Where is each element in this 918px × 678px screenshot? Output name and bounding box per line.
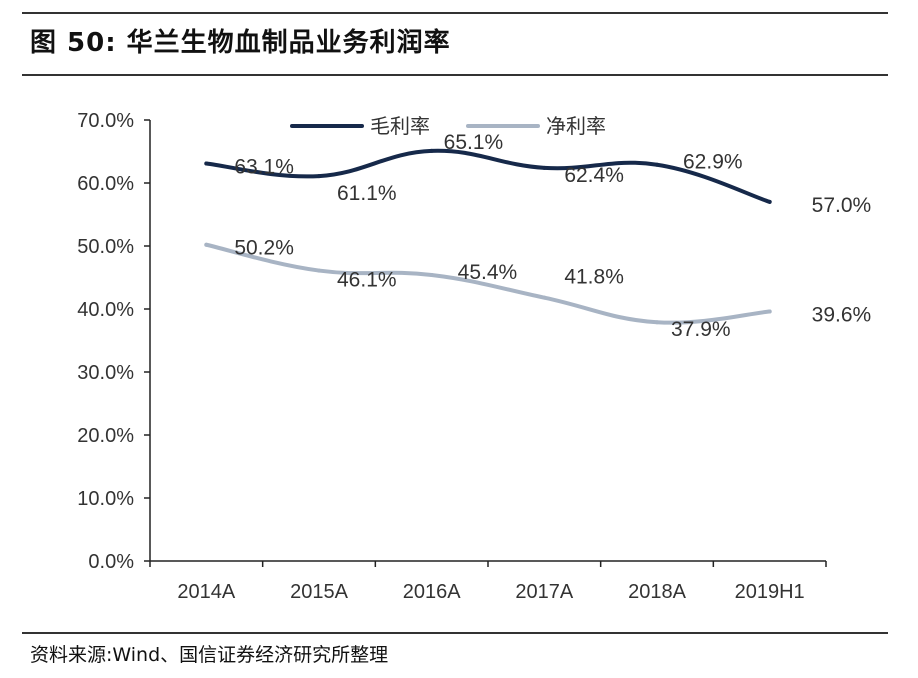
y-tick-label: 30.0% xyxy=(77,362,134,384)
net-margin-point xyxy=(429,272,434,277)
net-margin-point xyxy=(542,295,547,300)
y-tick-label: 60.0% xyxy=(77,173,134,195)
top-rule xyxy=(22,12,888,14)
gross-margin-point xyxy=(542,165,547,170)
x-tick-label: 2017A xyxy=(515,581,573,603)
gross-margin-data-label: 57.0% xyxy=(812,194,872,217)
source-note: 资料来源:Wind、国信证券经济研究所整理 xyxy=(30,644,389,666)
net-margin-point xyxy=(655,320,659,325)
gross-margin-point xyxy=(767,199,772,204)
gross-margin-point xyxy=(317,174,321,179)
net-margin-data-label: 41.8% xyxy=(564,266,624,289)
x-tick-label: 2015A xyxy=(290,581,348,603)
net-margin-point xyxy=(767,309,772,314)
net-margin-data-label: 37.9% xyxy=(671,318,731,341)
gross-margin-data-label: 62.9% xyxy=(683,151,743,174)
footer-rule xyxy=(22,632,888,634)
x-tick-label: 2018A xyxy=(628,581,686,603)
y-tick-label: 40.0% xyxy=(77,299,134,321)
net-margin-data-label: 50.2% xyxy=(234,237,294,260)
net-margin-line xyxy=(204,242,772,325)
gross-margin-point xyxy=(655,162,659,167)
x-tick-label: 2014A xyxy=(177,581,235,603)
y-tick-label: 10.0% xyxy=(77,488,134,510)
x-tick-label: 2019H1 xyxy=(735,581,805,603)
figure-title: 图 50: 华兰生物血制品业务利润率 xyxy=(30,28,451,58)
y-tick-label: 20.0% xyxy=(77,425,134,447)
gross-margin-point xyxy=(204,161,209,166)
y-tick-label: 70.0% xyxy=(77,110,134,132)
title-rule xyxy=(22,74,888,76)
gross-margin-legend-label: 毛利率 xyxy=(370,115,430,138)
gross-margin-data-label: 62.4% xyxy=(564,164,624,187)
net-margin-data-label: 45.4% xyxy=(458,261,518,284)
net-margin-point xyxy=(204,242,209,247)
gross-margin-point xyxy=(429,148,434,153)
gross-margin-line xyxy=(204,148,772,204)
net-margin-legend-label: 净利率 xyxy=(546,115,606,138)
net-margin-data-label: 46.1% xyxy=(337,269,397,292)
gross-margin-data-label: 65.1% xyxy=(444,131,504,154)
y-tick-label: 0.0% xyxy=(88,551,134,573)
net-margin-data-label: 39.6% xyxy=(812,304,872,327)
x-tick-label: 2016A xyxy=(403,581,461,603)
y-tick-label: 50.0% xyxy=(77,236,134,258)
gross-margin-data-label: 61.1% xyxy=(337,182,397,205)
net-margin-point xyxy=(317,268,321,273)
gross-margin-data-label: 63.1% xyxy=(234,155,294,178)
